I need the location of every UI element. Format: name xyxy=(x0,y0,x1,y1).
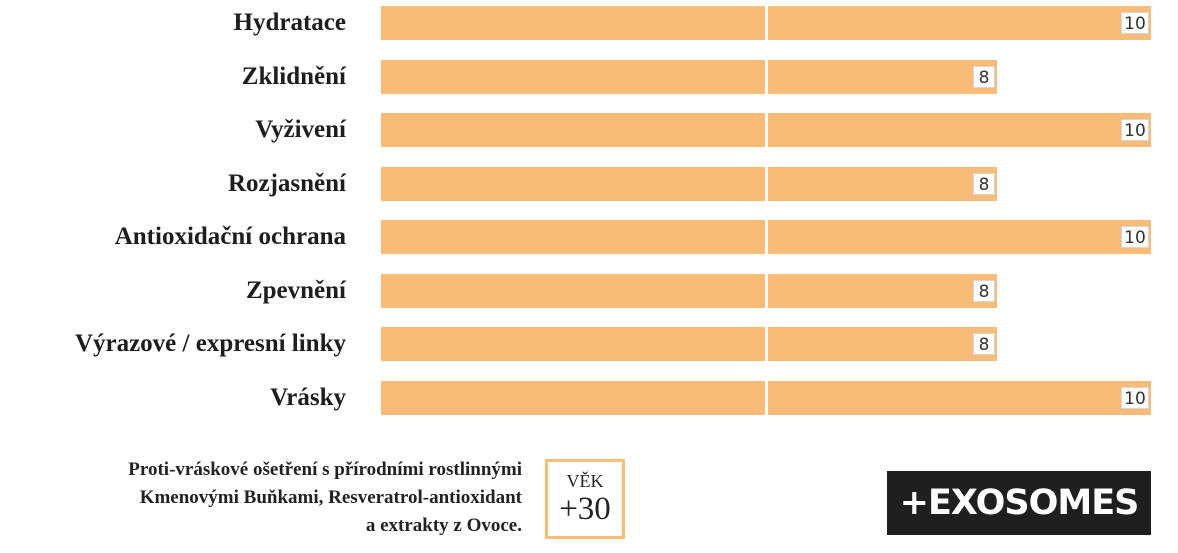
description-line: Kmenovými Buňkami, Resveratrol-antioxida… xyxy=(139,487,522,508)
category-label: Zklidnění xyxy=(241,63,346,90)
bar xyxy=(381,274,765,308)
bar-segment xyxy=(767,113,1151,147)
category-label: Zpevnění xyxy=(245,277,346,304)
category-label: Vyživení xyxy=(255,116,346,143)
chart: Hydratace 10 Zklidnění 8 Vyživení 10 Rozjasněn… xyxy=(74,6,1151,415)
bar xyxy=(381,220,765,254)
bar xyxy=(381,167,765,201)
product-description: Proti-vráskové ošetření s přírodními ros… xyxy=(0,456,522,540)
description-line: Proti-vráskové ošetření s přírodními ros… xyxy=(128,459,522,480)
age-label: VĚK xyxy=(566,471,604,491)
value-label: 10 xyxy=(1121,387,1149,409)
value-label: 8 xyxy=(973,66,995,88)
value-label: 8 xyxy=(973,280,995,302)
bar-segment xyxy=(767,220,1151,254)
value-label: 10 xyxy=(1121,226,1149,248)
bar xyxy=(381,6,765,40)
value-label: 8 xyxy=(973,173,995,195)
bar-segment xyxy=(767,274,997,308)
value-label: 8 xyxy=(973,333,995,355)
category-label: Hydratace xyxy=(233,9,346,36)
value-label: 10 xyxy=(1121,12,1149,34)
bar-segment xyxy=(767,6,1151,40)
bar-segment xyxy=(767,327,997,361)
bar xyxy=(381,381,765,415)
category-label: Antioxidační ochrana xyxy=(114,223,346,250)
value-label: 10 xyxy=(1121,119,1149,141)
description-line: a extrakty z Ovoce. xyxy=(365,515,522,536)
category-label: Výrazové / expresní linky xyxy=(74,330,346,357)
bar-segment xyxy=(767,381,1151,415)
bar xyxy=(381,327,765,361)
age-value: +30 xyxy=(559,491,611,527)
bar xyxy=(381,113,765,147)
age-badge: VĚK +30 xyxy=(545,459,625,539)
category-label: Rozjasnění xyxy=(227,170,346,197)
bar xyxy=(381,60,765,94)
bar-segment xyxy=(767,60,997,94)
bar-segment xyxy=(767,167,997,201)
category-label: Vrásky xyxy=(270,384,346,411)
exosomes-badge: +EXOSOMES xyxy=(887,471,1151,535)
